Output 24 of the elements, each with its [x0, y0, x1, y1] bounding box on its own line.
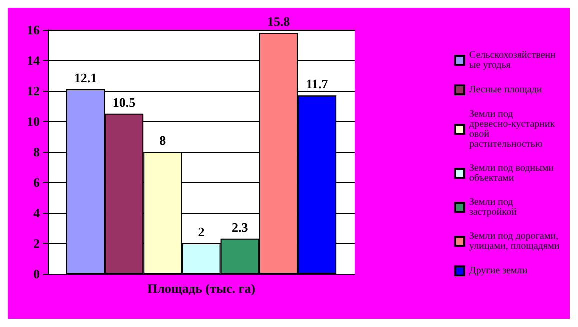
data-label: 8	[160, 133, 167, 148]
y-tick-label: 12	[27, 84, 40, 98]
y-tick-label: 4	[34, 206, 40, 220]
y-tick-label: 0	[34, 266, 40, 282]
x-tick-label: Площадь (тыс. га)	[148, 281, 256, 296]
y-tick-label: 8	[34, 144, 40, 160]
legend-label: Земли под застройкой	[469, 197, 518, 218]
y-tick-label: 14	[27, 53, 40, 68]
y-tick-label: 16	[27, 22, 40, 38]
y-tick-label: 2	[34, 236, 40, 251]
legend-label: Земли под дорогами, улицами, площадями	[469, 231, 561, 252]
data-label: 10.5	[112, 94, 136, 110]
legend-label: Земли под водными объектами	[469, 163, 556, 184]
legend-label: Другие земли	[469, 266, 528, 276]
legend-label: Земли под древесно-кустарниковой растительностью	[469, 109, 556, 150]
legend-label: Сельскохозяйственные угодья	[469, 50, 557, 71]
data-label: 12.1	[74, 70, 98, 86]
data-label: 11.7	[306, 76, 329, 92]
data-label: 15.8	[267, 14, 291, 30]
y-tick-label: 10	[27, 114, 40, 129]
data-label: 2.3	[232, 220, 249, 235]
data-label: 2	[198, 224, 205, 240]
legend-label: Лесные площади	[469, 84, 543, 96]
y-tick-label: 6	[34, 175, 40, 190]
